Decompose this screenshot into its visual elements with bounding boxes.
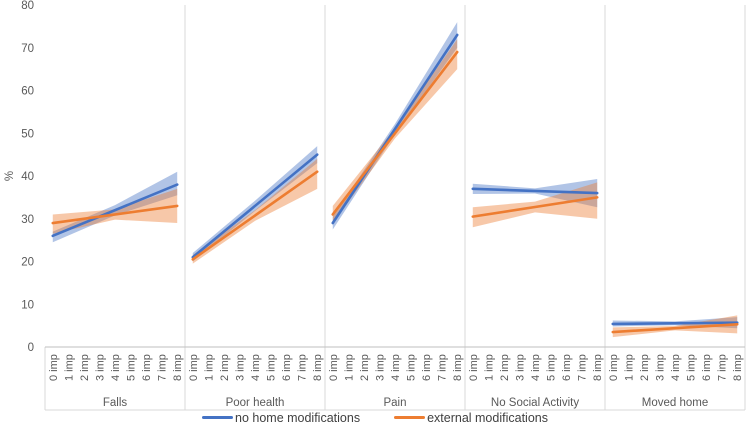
x-tick-label: 6 imp xyxy=(561,354,573,381)
x-tick-label: 2 imp xyxy=(359,354,371,381)
x-tick-label: 5 imp xyxy=(546,354,558,381)
x-tick-label: 2 imp xyxy=(79,354,91,381)
y-axis-title: % xyxy=(4,171,16,181)
trend-line-orange xyxy=(471,196,599,218)
x-tick-label: 4 imp xyxy=(250,354,262,381)
x-tick-label: 3 imp xyxy=(94,354,106,381)
trend-line-blue xyxy=(331,33,459,225)
x-tick-label: 1 imp xyxy=(63,354,75,381)
confidence-band-orange xyxy=(192,158,318,264)
confidence-band-blue xyxy=(52,171,178,243)
x-tick-label: 8 imp xyxy=(592,354,604,381)
legend-entry-external-modifications[interactable]: external modifications xyxy=(394,411,548,425)
x-tick-label: 1 imp xyxy=(343,354,355,381)
x-tick-label: 7 imp xyxy=(157,354,169,381)
x-tick-label: 2 imp xyxy=(219,354,231,381)
x-tick-label: 5 imp xyxy=(126,354,138,381)
x-tick-label: 4 imp xyxy=(670,354,682,381)
x-tick-label: 6 imp xyxy=(141,354,153,381)
x-tick-label: 8 imp xyxy=(312,354,324,381)
x-tick-label: 3 imp xyxy=(514,354,526,381)
trend-line-blue xyxy=(471,187,599,195)
x-tick-label: 6 imp xyxy=(421,354,433,381)
y-tick-label: 80 xyxy=(21,0,34,12)
y-tick-label: 40 xyxy=(21,171,34,183)
x-tick-label: 4 imp xyxy=(530,354,542,381)
x-tick-label: 1 imp xyxy=(623,354,635,381)
panel-title: Pain xyxy=(383,397,406,409)
y-tick-label: 70 xyxy=(21,43,34,55)
panel-title: Poor health xyxy=(226,397,285,409)
trend-line-blue xyxy=(51,183,179,238)
x-tick-label: 4 imp xyxy=(390,354,402,381)
x-tick-label: 7 imp xyxy=(717,354,729,381)
blue-line-swatch xyxy=(202,416,233,419)
chart-legend: no home modifications external modificat… xyxy=(0,408,750,427)
trend-line-orange xyxy=(611,323,739,334)
x-tick-label: 5 imp xyxy=(406,354,418,381)
x-tick-label: 0 imp xyxy=(608,354,620,381)
x-tick-label: 0 imp xyxy=(188,354,200,381)
x-tick-label: 1 imp xyxy=(483,354,495,381)
x-tick-label: 0 imp xyxy=(48,354,60,381)
y-tick-label: 60 xyxy=(21,86,34,98)
trend-line-orange xyxy=(51,204,179,225)
x-tick-label: 3 imp xyxy=(374,354,386,381)
y-tick-label: 30 xyxy=(21,214,34,226)
y-tick-label: 0 xyxy=(28,342,34,354)
confidence-band-orange xyxy=(612,315,738,338)
legend-label: no home modifications xyxy=(235,410,361,425)
x-tick-label: 1 imp xyxy=(203,354,215,381)
trend-line-blue xyxy=(191,153,319,259)
x-tick-label: 7 imp xyxy=(437,354,449,381)
x-tick-label: 8 imp xyxy=(172,354,184,381)
x-tick-label: 8 imp xyxy=(452,354,464,381)
legend-entry-no-home-modifications[interactable]: no home modifications xyxy=(202,411,360,425)
orange-line-swatch xyxy=(394,416,426,419)
x-tick-label: 3 imp xyxy=(234,354,246,381)
trend-line-orange xyxy=(331,50,459,216)
confidence-band-blue xyxy=(472,178,598,208)
y-tick-label: 50 xyxy=(21,128,34,140)
y-tick-label: 10 xyxy=(21,299,34,311)
panel-title: No Social Activity xyxy=(491,397,579,409)
confidence-band-blue xyxy=(332,22,458,230)
panel-title: Moved home xyxy=(642,397,708,409)
trend-line-blue xyxy=(611,321,739,326)
x-tick-label: 0 imp xyxy=(468,354,480,381)
y-tick-label: 20 xyxy=(21,257,34,269)
x-tick-label: 6 imp xyxy=(281,354,293,381)
confidence-band-orange xyxy=(472,182,598,228)
x-tick-label: 5 imp xyxy=(266,354,278,381)
x-tick-label: 2 imp xyxy=(639,354,651,381)
x-tick-label: 7 imp xyxy=(577,354,589,381)
trend-line-orange xyxy=(191,170,319,261)
panel-title: Falls xyxy=(103,397,128,409)
x-tick-label: 8 imp xyxy=(732,354,744,381)
x-tick-label: 6 imp xyxy=(701,354,713,381)
x-tick-label: 7 imp xyxy=(297,354,309,381)
x-tick-label: 5 imp xyxy=(686,354,698,381)
x-tick-label: 2 imp xyxy=(499,354,511,381)
x-tick-label: 0 imp xyxy=(328,354,340,381)
x-tick-label: 3 imp xyxy=(654,354,666,381)
legend-label: external modifications xyxy=(427,410,548,425)
x-tick-label: 4 imp xyxy=(110,354,122,381)
